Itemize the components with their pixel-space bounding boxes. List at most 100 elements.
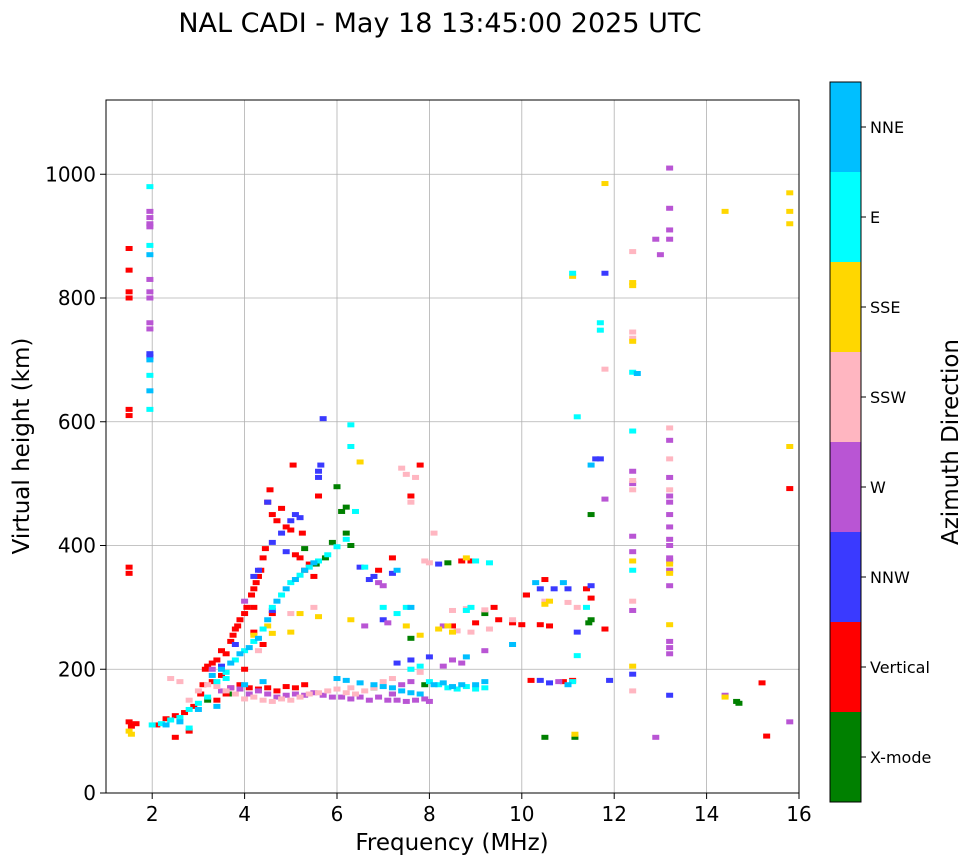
echo-point-vertical — [125, 413, 133, 419]
colorbar-segment-ssw — [830, 352, 861, 442]
echo-point-sse — [127, 731, 135, 737]
echo-point-nnw — [268, 539, 276, 545]
echo-point-nnw — [601, 270, 609, 276]
echo-point-w — [786, 719, 794, 725]
echo-point-vertical — [227, 638, 235, 644]
echo-point-ssw — [296, 694, 304, 700]
echo-point-ssw — [629, 487, 637, 493]
echo-point-nnw — [315, 474, 323, 480]
echo-point-vertical — [201, 666, 209, 672]
y-axis-ticks: 0 200 400 600 800 1000 — [45, 162, 106, 805]
echo-point-sse — [666, 570, 674, 576]
echo-point-nnw — [287, 518, 295, 524]
echo-point-sse — [786, 444, 794, 449]
echo-point-nnw — [550, 586, 558, 592]
x-tick-label: 4 — [238, 802, 251, 826]
echo-point-nne — [282, 586, 290, 592]
echo-point-w — [555, 679, 563, 685]
echo-point-sse — [402, 623, 410, 629]
echo-point-vertical — [518, 622, 526, 628]
echo-point-e — [259, 626, 267, 632]
echo-point-sse — [786, 190, 794, 196]
echo-point-e — [416, 663, 424, 669]
echo-point-ssw — [398, 465, 406, 471]
echo-point-vertical — [241, 666, 249, 672]
echo-point-e — [425, 679, 433, 685]
echo-point-nne — [587, 462, 595, 468]
echo-point-vertical — [536, 622, 544, 628]
echo-point-w — [666, 524, 674, 530]
echo-point-sse — [444, 623, 452, 629]
echo-point-sse — [416, 632, 424, 638]
echo-point-vertical — [264, 685, 272, 691]
echo-point-w — [629, 533, 637, 539]
echo-point-nnw — [379, 617, 387, 623]
echo-point-vertical — [458, 558, 466, 564]
echo-point-ssw — [287, 611, 295, 617]
echo-point-nne — [449, 684, 456, 690]
echo-point-x-mode — [347, 543, 355, 548]
echo-point-sse — [435, 626, 443, 632]
echo-point-vertical — [125, 267, 133, 273]
echo-point-vertical — [407, 493, 415, 499]
echo-point-vertical — [254, 573, 262, 579]
echo-point-nnw — [264, 499, 272, 505]
echo-point-ssw — [666, 456, 674, 462]
echo-point-e — [582, 604, 590, 610]
echo-point-e — [222, 669, 230, 675]
echo-point-e — [481, 685, 489, 691]
echo-point-ssw — [324, 688, 332, 694]
echo-point-ssw — [541, 598, 549, 604]
echo-point-nnw — [587, 583, 595, 589]
echo-point-vertical — [301, 682, 309, 688]
echo-point-ssw — [287, 697, 295, 703]
colorbar-label: Azimuth Direction — [938, 339, 964, 545]
echo-point-w — [666, 558, 674, 564]
echo-point-nne — [194, 706, 202, 712]
echo-point-vertical — [261, 546, 269, 552]
echo-point-sse — [264, 623, 272, 629]
echo-point-ssw — [213, 684, 221, 690]
echo-point-w — [666, 493, 674, 499]
echo-point-ssw — [167, 676, 175, 682]
echo-point-ssw — [453, 628, 461, 634]
echo-point-nne — [241, 682, 249, 688]
echo-point-vertical — [278, 505, 286, 511]
echo-point-e — [146, 184, 154, 190]
echo-point-ssw — [412, 474, 420, 480]
echo-point-e — [333, 544, 341, 550]
echo-point-nne — [462, 654, 470, 660]
echo-point-e — [462, 607, 470, 613]
echo-point-w — [666, 567, 674, 573]
echo-point-w — [439, 663, 447, 669]
echo-point-e — [573, 414, 581, 420]
echo-point-vertical — [601, 626, 609, 632]
echo-point-w — [146, 295, 154, 301]
echo-point-x-mode — [585, 620, 593, 626]
echo-point-ssw — [310, 604, 318, 610]
echo-point-nnw — [425, 654, 433, 660]
echo-point-x-mode — [227, 691, 235, 697]
echo-point-w — [208, 666, 216, 672]
echo-point-ssw — [342, 690, 350, 696]
echo-point-vertical — [296, 555, 304, 561]
echo-point-sse — [786, 221, 794, 227]
echo-point-nne — [481, 679, 489, 685]
echo-point-w — [245, 691, 253, 697]
echo-point-e — [596, 327, 604, 333]
x-tick-label: 8 — [423, 802, 436, 826]
echo-point-vertical — [273, 518, 281, 524]
echo-point-vertical — [125, 295, 133, 301]
echo-point-vertical — [298, 530, 306, 536]
echo-point-w — [666, 236, 674, 242]
echo-point-ssw — [347, 685, 355, 691]
echo-point-vertical — [229, 632, 237, 638]
echo-point-nne — [146, 252, 154, 258]
echo-point-nnw — [296, 515, 304, 521]
echo-point-w — [629, 549, 637, 555]
echo-point-nnw — [564, 586, 572, 592]
echo-point-vertical — [248, 592, 256, 598]
echo-point-nne — [146, 388, 154, 394]
echo-point-e — [407, 666, 415, 672]
echo-point-vertical — [127, 723, 135, 729]
